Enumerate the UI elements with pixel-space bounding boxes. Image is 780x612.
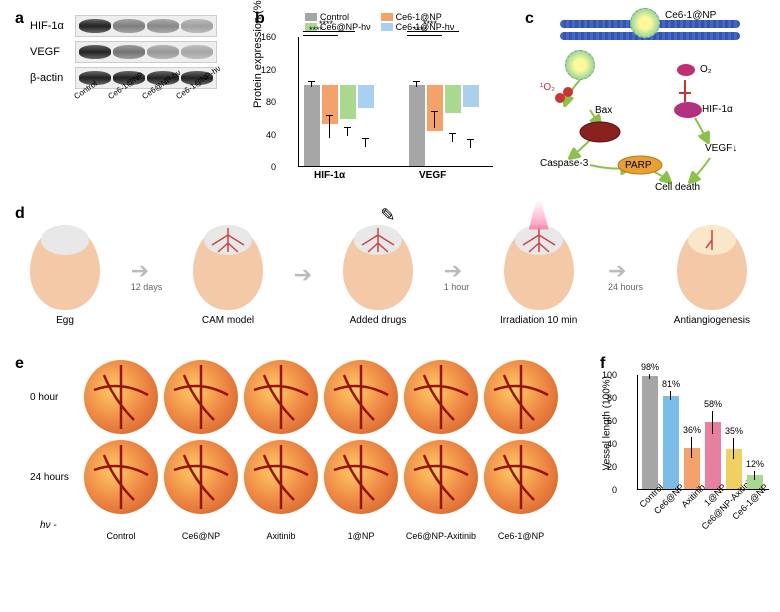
cam-image [84,360,158,434]
o2-singlet-label: ¹O₂ [540,82,555,93]
cam-image [244,440,318,514]
hif-label: HIF-1α [702,104,733,115]
arrow-icon: ➔12 days [131,258,163,292]
western-blot-panel: HIF-1αVEGFβ-actin ControlCe6-1@NPCe6@NP-… [30,15,230,102]
chart-b-ylabel: Protein expression (%) [252,0,264,108]
chart-bar [705,422,721,489]
o2-label: O₂ [700,64,712,75]
chart-bar [304,85,320,166]
protein-expression-chart: ControlCe6-1@NPCe6@NP-hνCe6-1@NP-hν Prot… [260,12,510,197]
cam-column-labels: ControlCe6@NPAxitinib1@NPCe6@NP-Axitinib… [84,531,590,541]
vessel-length-chart: Vessel length (100%) 020406080100 98%Con… [605,365,775,565]
workflow-stage: Antiangiogenesis [674,225,750,326]
caspase-label: Caspase-3 [540,158,588,169]
chart-bar [358,85,374,166]
chart-bar [663,396,679,489]
cam-image [164,440,238,514]
label-a: a [15,10,24,28]
cell-death-label: Cell death [655,182,700,193]
chart-bar [409,85,425,166]
arrow-icon: ➔24 hours [608,258,643,292]
workflow-stage: Irradiation 10 min [500,225,577,326]
workflow-stage: ✎Added drugs [343,225,413,326]
cam-image-row: 0 hour [30,360,590,434]
label-d: d [15,205,25,223]
mechanism-diagram: Ce6-1@NP ¹O₂ O₂ Bax HIF-1α Caspase-3 PAR… [530,10,760,195]
chart-bar [340,85,356,166]
blot-row: HIF-1α [30,15,230,37]
cam-image [84,440,158,514]
cam-image [164,360,238,434]
cam-workflow: Egg ➔12 days CAM model ➔ ✎Added drugs ➔1 hour… [30,210,750,340]
blot-row: VEGF [30,41,230,63]
bax-label: Bax [595,105,612,116]
label-e: e [15,355,24,373]
cam-image [404,440,478,514]
arrow-icon: ➔ [294,262,312,288]
cam-image [324,360,398,434]
cam-image [244,360,318,434]
chart-bar [322,85,338,166]
parp-label: PARP [625,160,652,171]
chart-bar [427,85,443,166]
cam-image [484,440,558,514]
hv-label: hν - [40,520,590,531]
chart-bar [642,376,658,489]
cam-image [324,440,398,514]
chart-bar [445,85,461,166]
bar-group [304,85,374,166]
bar-group [409,85,479,166]
legend-item: Control [305,12,371,22]
blot-sample-labels: ControlCe6-1@NPCe6@NP-hνCe6-1@NP-hν [75,93,230,102]
cam-image [484,360,558,434]
cam-images-panel: 0 hour24 hours hν - ControlCe6@NPAxitini… [30,360,590,541]
chart-bar [463,85,479,166]
cam-image [404,360,478,434]
workflow-stage: CAM model [193,225,263,326]
arrow-icon: ➔1 hour [444,258,470,292]
vegf-label: VEGF↓ [705,143,737,154]
cam-image-row: 24 hours [30,440,590,514]
legend-item: Ce6-1@NP [381,12,455,22]
workflow-stage: Egg [30,225,100,326]
